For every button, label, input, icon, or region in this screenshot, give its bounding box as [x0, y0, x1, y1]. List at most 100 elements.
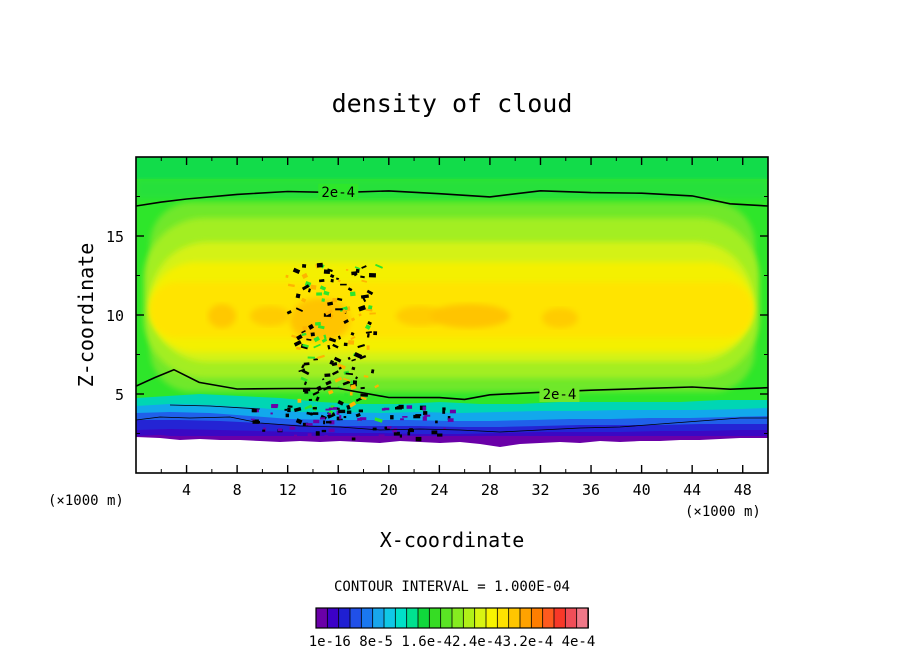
speckle-lower — [447, 416, 451, 420]
speckle-lower — [423, 411, 428, 416]
speckle — [313, 336, 320, 343]
speckle — [350, 317, 356, 322]
speckle — [287, 405, 293, 408]
speckle-lower — [277, 428, 283, 432]
speckle-lower — [435, 420, 438, 424]
speckle — [295, 418, 303, 425]
speckle — [343, 342, 348, 347]
speckle — [370, 369, 375, 374]
speckle-lower — [357, 418, 362, 421]
speckle-lower — [327, 412, 331, 415]
speckle — [310, 284, 317, 290]
speckle — [302, 343, 309, 348]
speckle — [337, 363, 346, 370]
speckle — [320, 414, 327, 420]
speckle — [349, 291, 356, 297]
contour-label-bottom-bg — [539, 386, 580, 402]
speckle — [340, 283, 347, 286]
speckle — [359, 354, 367, 360]
speckle-lower — [326, 421, 332, 424]
speckle — [300, 376, 308, 382]
speckle — [295, 293, 301, 299]
speckle — [360, 393, 368, 397]
x-tick-label: 36 — [582, 481, 600, 499]
speckle-lower — [386, 426, 392, 429]
speckle — [293, 340, 302, 347]
patch-orange-1 — [208, 304, 236, 328]
contour-label-bottom: 2e-4 — [543, 387, 577, 403]
contour-label-top: 2e-4 — [321, 185, 355, 201]
contour-2e4-upper — [136, 189, 768, 207]
speckle — [366, 345, 370, 350]
colorbar-swatch — [485, 607, 499, 629]
speckle — [327, 412, 336, 419]
speckle — [296, 346, 301, 351]
speckle — [327, 344, 331, 350]
speckle-lower — [431, 430, 438, 435]
speckle-lower — [250, 418, 255, 421]
speckle-lower — [358, 409, 363, 413]
x-tick-label: 24 — [430, 481, 448, 499]
x-tick-label: 12 — [279, 481, 297, 499]
speckle-lower — [390, 415, 394, 420]
speckle-lower — [312, 407, 317, 410]
speckle-lower — [443, 427, 446, 430]
speckle — [302, 326, 308, 331]
speckle — [369, 312, 376, 315]
speckle-lower — [270, 412, 273, 415]
speckle — [315, 396, 320, 402]
speckle-lower — [307, 433, 312, 438]
colorbar-swatch — [428, 607, 442, 629]
speckle — [304, 404, 313, 410]
speckle — [360, 396, 367, 401]
speckle — [307, 356, 315, 359]
speckle-lower — [378, 434, 385, 436]
colorbar-frame — [315, 607, 589, 629]
colorbar-swatch — [564, 607, 578, 629]
speckle — [323, 334, 327, 340]
speckle — [323, 290, 330, 296]
speckle-lower — [351, 437, 356, 441]
speckle — [354, 266, 361, 270]
speckle — [355, 376, 359, 380]
speckle-lower — [321, 429, 327, 433]
x-tick-label: 20 — [380, 481, 398, 499]
speckle-lower — [383, 407, 390, 411]
colorbar-swatch — [394, 607, 408, 629]
colorbar-swatch — [440, 607, 453, 629]
speckle — [308, 398, 313, 401]
speckle — [298, 369, 304, 373]
speckle-lower — [413, 414, 421, 419]
speckle — [338, 366, 342, 370]
speckle — [321, 298, 325, 302]
speckle-lower — [406, 405, 413, 409]
speckle — [329, 274, 335, 279]
speckle — [351, 358, 356, 362]
x-tick-label: 32 — [531, 481, 549, 499]
y-tick-label: 15 — [106, 228, 124, 246]
colorbar-swatch — [338, 607, 351, 629]
colorbar-swatch — [372, 607, 385, 629]
speckle — [325, 380, 332, 386]
contour-interval-label: CONTOUR INTERVAL = 1.000E-04 — [334, 579, 570, 595]
speckle — [347, 356, 351, 361]
speckle — [310, 332, 315, 337]
speckle-lower — [319, 417, 326, 420]
x-unit-left: (×1000 m) — [48, 493, 124, 509]
speckle — [365, 331, 372, 334]
heatmap-field — [136, 157, 768, 473]
speckle — [364, 324, 371, 330]
speckle-lower — [287, 407, 291, 413]
speckle — [317, 325, 325, 330]
speckle — [342, 380, 351, 386]
speckle — [348, 340, 355, 345]
speckle-lower — [328, 428, 335, 433]
speckle-lower — [422, 416, 427, 421]
speckle-lower — [323, 420, 326, 425]
speckle — [350, 332, 355, 336]
speckle — [345, 269, 349, 271]
speckle — [344, 393, 349, 397]
speckle — [350, 335, 356, 341]
speckle-lower — [251, 408, 257, 413]
